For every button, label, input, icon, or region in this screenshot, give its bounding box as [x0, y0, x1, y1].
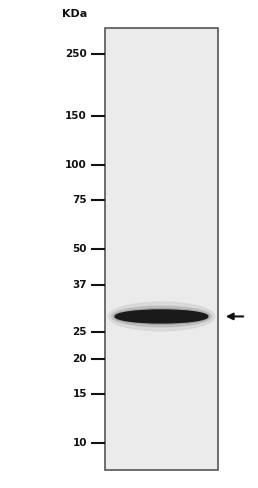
Ellipse shape — [108, 302, 215, 331]
Ellipse shape — [115, 310, 208, 323]
Text: KDa: KDa — [62, 9, 87, 19]
Text: 37: 37 — [72, 280, 87, 290]
Bar — [105, 28, 218, 470]
Text: 150: 150 — [65, 111, 87, 121]
Text: 75: 75 — [72, 195, 87, 204]
Text: 15: 15 — [72, 389, 87, 399]
Text: 10: 10 — [72, 438, 87, 448]
Ellipse shape — [111, 306, 212, 327]
Ellipse shape — [114, 308, 209, 325]
Text: 20: 20 — [72, 354, 87, 364]
Text: 25: 25 — [72, 327, 87, 337]
Text: 100: 100 — [65, 160, 87, 170]
Text: 50: 50 — [72, 244, 87, 253]
Text: 250: 250 — [65, 49, 87, 59]
